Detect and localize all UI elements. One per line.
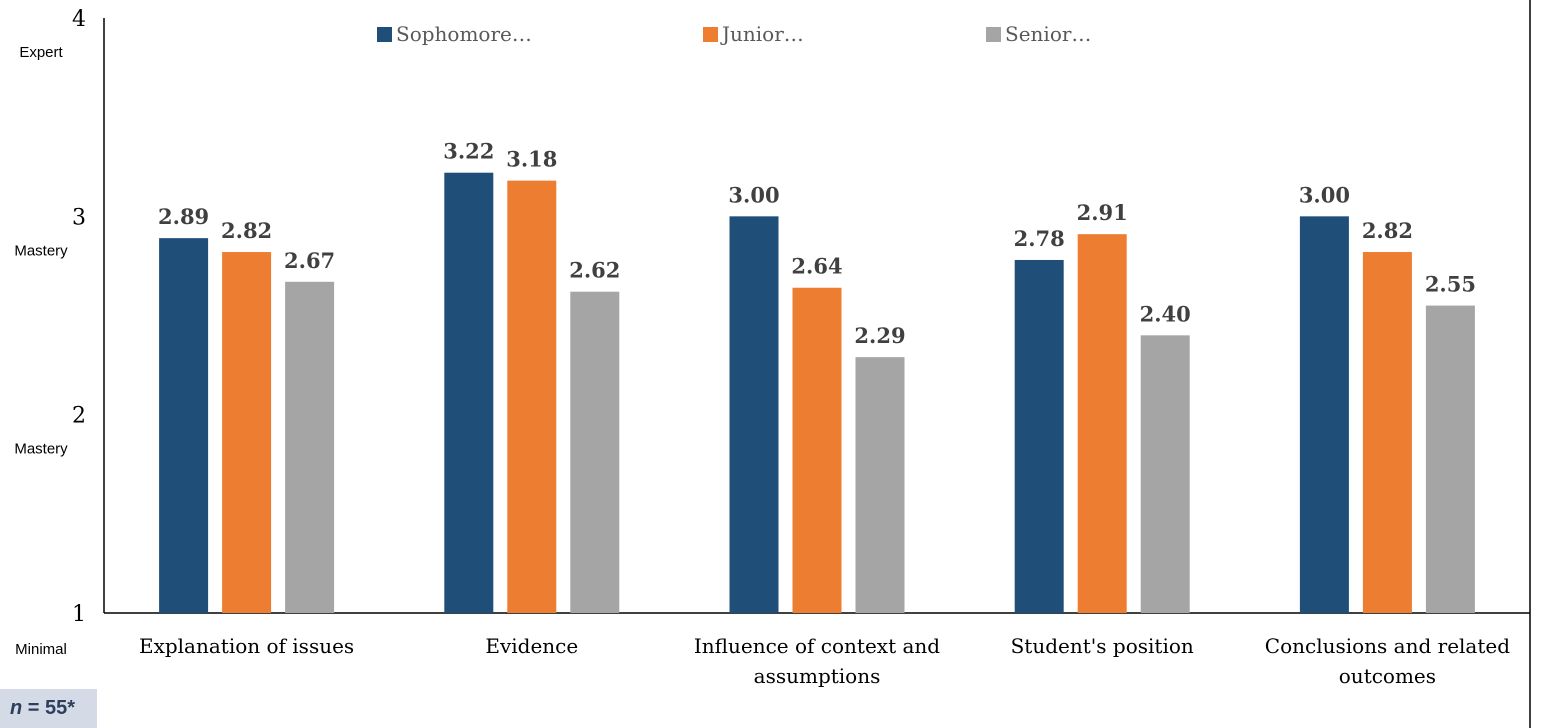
data-label: 2.82 xyxy=(221,218,272,243)
data-label: 2.62 xyxy=(569,258,620,283)
sample-size-variable: n xyxy=(10,697,23,719)
data-label: 3.00 xyxy=(728,182,779,207)
legend-swatch xyxy=(703,27,718,42)
x-tick-label: Conclusions and related xyxy=(1265,634,1510,658)
bar xyxy=(855,357,905,613)
legend-swatch xyxy=(986,27,1001,42)
data-label: 2.29 xyxy=(854,323,905,348)
y-tick-label: 3 xyxy=(72,205,86,230)
bar xyxy=(222,252,272,614)
y-tick-descriptor: Minimal xyxy=(15,641,67,658)
data-label: 2.55 xyxy=(1425,272,1476,297)
bar xyxy=(792,287,842,613)
legend-swatch xyxy=(377,27,392,42)
bar xyxy=(444,172,494,613)
legend-label: Sophomore… xyxy=(396,22,532,46)
y-tick-descriptor: Mastery xyxy=(14,441,68,458)
data-label: 2.82 xyxy=(1362,218,1413,243)
bar xyxy=(1140,335,1190,613)
bar xyxy=(1362,252,1412,614)
data-label: 2.78 xyxy=(1014,226,1065,251)
bar xyxy=(159,238,209,613)
category-labels-group: Explanation of issues Evidence Influence o… xyxy=(139,634,1510,688)
y-tick-label: 2 xyxy=(72,404,86,429)
bar xyxy=(1014,259,1064,613)
legend: Sophomore… Junior… Senior… xyxy=(377,22,1091,46)
x-tick-label: Explanation of issues xyxy=(139,634,354,658)
x-tick-label: assumptions xyxy=(754,664,881,688)
data-label: 2.64 xyxy=(791,254,842,279)
y-tick-descriptor: Expert xyxy=(19,44,63,61)
bar xyxy=(1425,305,1475,613)
data-label: 2.89 xyxy=(158,204,209,229)
x-tick-label: Evidence xyxy=(485,634,578,658)
bars-group xyxy=(159,172,1475,614)
sample-size-value: = 55* xyxy=(22,697,76,719)
sample-size-note: n = 55* xyxy=(0,689,97,728)
bar xyxy=(570,291,620,613)
value-labels-group: 2.89 2.82 2.67 3.22 3.18 2.62 3.00 2.64 2.29 2.78… xyxy=(158,139,1476,348)
bar xyxy=(1077,234,1127,613)
legend-label: Junior… xyxy=(720,22,804,46)
data-label: 2.40 xyxy=(1140,301,1191,326)
y-tick-descriptor: Mastery xyxy=(14,242,68,259)
x-tick-label: Influence of context and xyxy=(694,634,940,658)
y-tick-label: 1 xyxy=(72,602,86,627)
data-label: 3.00 xyxy=(1299,182,1350,207)
bar xyxy=(729,216,779,614)
x-tick-label: outcomes xyxy=(1339,664,1436,688)
bar xyxy=(1299,216,1349,614)
data-label: 2.67 xyxy=(284,248,335,273)
bar xyxy=(507,180,557,613)
data-label: 3.22 xyxy=(443,139,494,164)
bar xyxy=(285,281,335,613)
y-tick-label: 4 xyxy=(72,7,86,32)
data-label: 3.18 xyxy=(506,147,557,172)
legend-label: Senior… xyxy=(1005,22,1091,46)
data-label: 2.91 xyxy=(1077,200,1128,225)
x-tick-label: Student's position xyxy=(1011,634,1194,658)
